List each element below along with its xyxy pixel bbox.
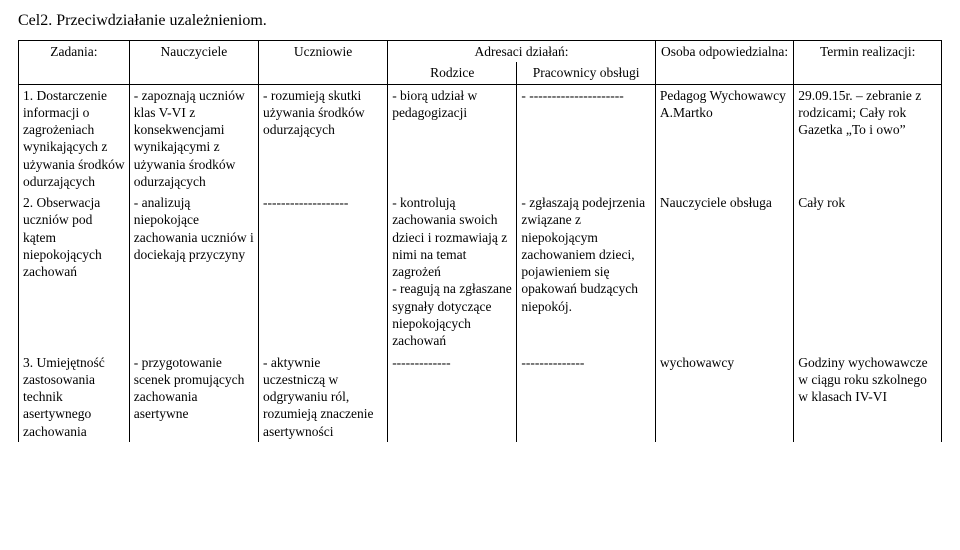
plan-table: Zadania: Nauczyciele Uczniowie Adresaci … <box>18 40 942 442</box>
cell-zadania: 1. Dostarczenie informacji o zagrożeniac… <box>19 84 130 192</box>
cell-osoba: Pedagog Wychowawcy A.Martko <box>655 84 793 192</box>
cell-zadania: 2. Obserwacja uczniów pod kątem niepokoj… <box>19 192 130 351</box>
cell-nauczyciele: - przygotowanie scenek promujących zacho… <box>129 352 258 442</box>
cell-pracownicy: -------------- <box>517 352 655 442</box>
cell-rodzice: ------------- <box>388 352 517 442</box>
cell-uczniowie: - aktywnie uczestniczą w odgrywaniu ról,… <box>258 352 387 442</box>
cell-osoba: Nauczyciele obsługa <box>655 192 793 351</box>
header-rodzice: Rodzice <box>388 62 517 84</box>
cell-zadania: 3. Umiejętność zastosowania technik aser… <box>19 352 130 442</box>
cell-nauczyciele: - zapoznają uczniów klas V-VI z konsekwe… <box>129 84 258 192</box>
cell-uczniowie: - rozumieją skutki używania środków odur… <box>258 84 387 192</box>
cell-nauczyciele: - analizują niepokojące zachowania uczni… <box>129 192 258 351</box>
cell-rodzice: - biorą udział w pedagogizacji <box>388 84 517 192</box>
cell-termin: Godziny wychowawcze w ciągu roku szkolne… <box>794 352 942 442</box>
cell-rodzice: - kontrolują zachowania swoich dzieci i … <box>388 192 517 351</box>
header-pracownicy: Pracownicy obsługi <box>517 62 655 84</box>
header-termin: Termin realizacji: <box>794 41 942 85</box>
table-row: 2. Obserwacja uczniów pod kątem niepokoj… <box>19 192 942 351</box>
cell-pracownicy: - zgłaszają podejrzenia związane z niepo… <box>517 192 655 351</box>
table-row: 1. Dostarczenie informacji o zagrożeniac… <box>19 84 942 192</box>
header-nauczyciele: Nauczyciele <box>129 41 258 85</box>
header-osoba: Osoba odpowiedzialna: <box>655 41 793 85</box>
cell-pracownicy: - --------------------- <box>517 84 655 192</box>
cell-uczniowie: ------------------- <box>258 192 387 351</box>
cell-termin: Cały rok <box>794 192 942 351</box>
page-title: Cel2. Przeciwdziałanie uzależnieniom. <box>18 12 942 30</box>
cell-termin: 29.09.15r. – zebranie z rodzicami; Cały … <box>794 84 942 192</box>
cell-osoba: wychowawcy <box>655 352 793 442</box>
header-zadania: Zadania: <box>19 41 130 85</box>
header-adresaci: Adresaci działań: <box>388 41 656 63</box>
header-uczniowie: Uczniowie <box>258 41 387 85</box>
table-row: 3. Umiejętność zastosowania technik aser… <box>19 352 942 442</box>
